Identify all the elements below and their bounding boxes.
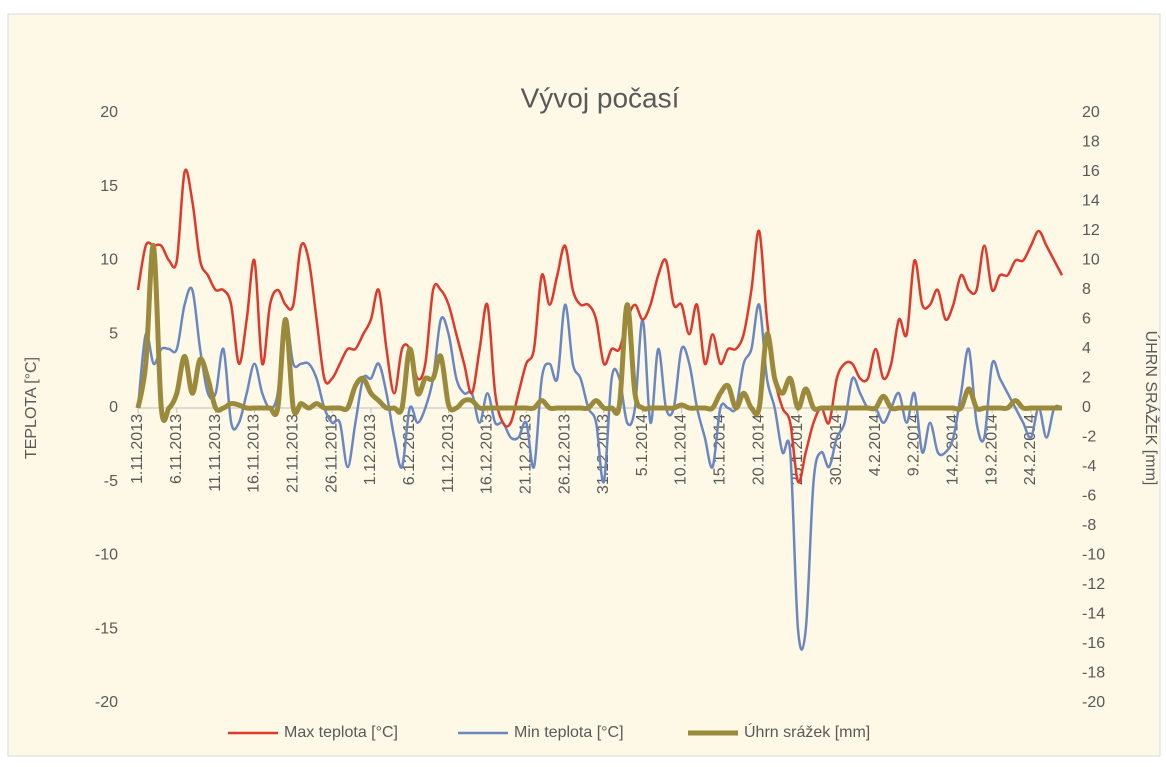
y-tick-label: -10 [95,547,118,564]
x-tick-label: 21.11.2013 [285,414,302,493]
chart-area [7,13,1161,757]
series-line [136,168,1064,484]
y2-tick-label: -20 [1082,694,1105,711]
y-tick-label: 20 [100,104,118,121]
y2-tick-label: 8 [1082,281,1091,298]
x-tick-label: 16.12.2013 [479,414,496,494]
y2-tick-label: 2 [1082,370,1091,387]
x-tick-label: 26.12.2013 [556,414,573,494]
y-tick-label: 5 [109,325,118,342]
y2-tick-label: -8 [1082,517,1096,534]
legend-label: Úhrn srážek [mm] [744,722,870,741]
y2-tick-label: -6 [1082,488,1096,505]
x-tick-label: 30.1.2014 [828,414,845,485]
y2-tick-label: -14 [1082,606,1105,623]
y2-tick-label: -18 [1082,665,1105,682]
x-tick-label: 19.2.2014 [983,414,1000,485]
y2-tick-label: 12 [1082,222,1100,239]
y2-tick-label: 4 [1082,340,1091,357]
x-tick-label: 6.12.2013 [401,414,418,485]
y2-tick-label: -2 [1082,429,1096,446]
x-tick-label: 15.1.2014 [712,414,729,485]
y2-tick-label: 16 [1082,163,1100,180]
y2-axis-title: ÚHRN SRÁŽEK [mm] [1142,331,1161,486]
y2-tick-label: 18 [1082,134,1100,151]
y-tick-label: 0 [109,399,118,416]
y-tick-label: -15 [95,620,118,637]
y-axis-title: TEPLOTA [°C] [23,357,40,459]
x-tick-label: 16.11.2013 [246,414,263,493]
x-tick-label: 10.1.2014 [673,414,690,485]
x-tick-label: 1.12.2013 [362,414,379,485]
y2-tick-label: 0 [1082,399,1091,416]
y2-tick-label: -12 [1082,576,1105,593]
legend-label: Min teplota [°C] [514,724,624,741]
x-tick-label: 20.1.2014 [750,414,767,485]
x-tick-label: 1.11.2013 [129,414,146,484]
series-line [135,243,1062,424]
legend-label: Max teplota [°C] [284,724,398,741]
y2-tick-label: 10 [1082,252,1100,269]
y2-tick-label: 20 [1082,104,1100,121]
y-tick-label: -5 [104,473,118,490]
chart-title: Vývoj počasí [521,82,680,113]
x-tick-label: 5.1.2014 [634,414,651,476]
y-tick-label: 15 [100,178,118,195]
y2-tick-label: 6 [1082,311,1091,328]
x-tick-label: 21.12.2013 [517,414,534,494]
y-tick-label: -20 [95,694,118,711]
x-tick-label: 4.2.2014 [867,414,884,476]
x-tick-label: 14.2.2014 [945,414,962,485]
y2-tick-label: -4 [1082,458,1096,475]
x-tick-label: 11.12.2013 [440,414,457,493]
series-line [136,286,1063,651]
y-tick-label: 10 [100,252,118,269]
y2-tick-label: -10 [1082,547,1105,564]
x-tick-label: 26.11.2013 [323,414,340,493]
x-tick-label: 11.11.2013 [207,414,224,492]
x-tick-label: 6.11.2013 [168,414,185,484]
y2-tick-label: -16 [1082,635,1105,652]
y2-tick-label: 14 [1082,193,1100,210]
